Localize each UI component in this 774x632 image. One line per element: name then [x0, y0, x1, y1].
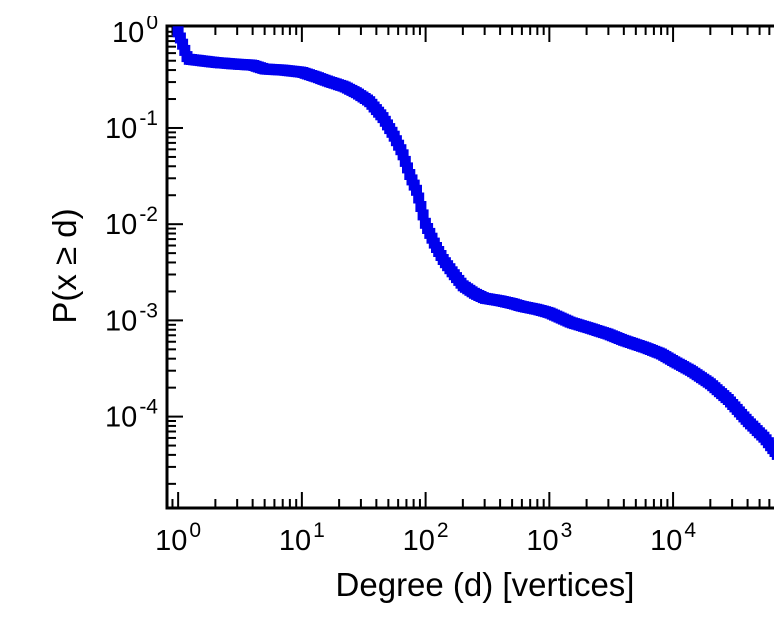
- degree-ccdf-figure: 10010110210310410510010-110-210-310-4 De…: [40, 16, 774, 616]
- tick-label: 10-1: [105, 107, 158, 145]
- tick-label: 10-4: [105, 396, 158, 434]
- tick-label: 10-3: [105, 299, 158, 337]
- tick-label: 102: [403, 519, 449, 557]
- ccdf-log-log-plot: 10010110210310410510010-110-210-310-4 De…: [40, 16, 774, 616]
- tick-label: 100: [155, 519, 201, 557]
- tick-label: 10-2: [105, 203, 158, 241]
- x-axis-label: Degree (d) [vertices]: [336, 566, 635, 603]
- tick-label: 104: [650, 519, 696, 557]
- y-axis-label: P(x ≥ d): [46, 208, 83, 323]
- tick-label: 103: [526, 519, 572, 557]
- tick-label: 100: [112, 16, 158, 49]
- tick-label: 101: [279, 519, 325, 557]
- plot-frame: [167, 26, 774, 508]
